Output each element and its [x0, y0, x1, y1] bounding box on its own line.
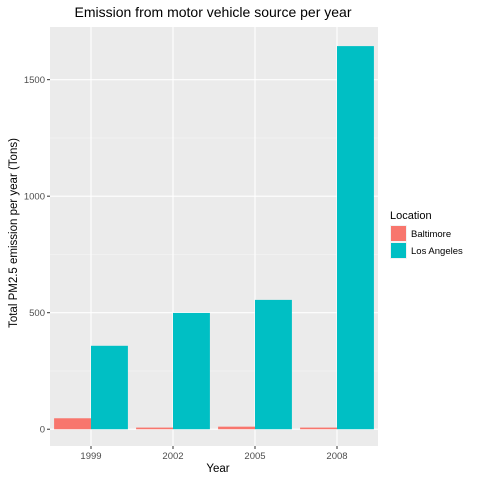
- bar-los-angeles-1999: [91, 345, 128, 430]
- y-tick-label: 500: [29, 308, 45, 319]
- x-tick-label: 2008: [326, 451, 347, 462]
- bars: [54, 46, 374, 430]
- bar-los-angeles-2002: [173, 312, 210, 430]
- bar-baltimore-2002: [136, 427, 173, 430]
- bar-los-angeles-2005: [255, 299, 292, 430]
- legend-label: Baltimore: [411, 229, 451, 240]
- x-tick-label: 2002: [162, 451, 183, 462]
- legend-label: Los Angeles: [411, 246, 463, 257]
- y-tick-label: 0: [40, 425, 45, 436]
- legend-title: Location: [390, 210, 432, 222]
- y-tick-label: 1500: [24, 75, 45, 86]
- bar-los-angeles-2008: [337, 46, 374, 430]
- legend-key-baltimore: [391, 226, 406, 241]
- bar-baltimore-2008: [300, 427, 337, 430]
- x-tick-label: 1999: [80, 451, 101, 462]
- bar-baltimore-2005: [218, 426, 255, 430]
- x-axis: 1999 2002 2005 2008: [80, 446, 348, 462]
- y-axis: 0 500 1000 1500: [24, 75, 50, 436]
- y-tick-label: 1000: [24, 192, 45, 203]
- chart-title: Emission from motor vehicle source per y…: [75, 4, 352, 20]
- bar-baltimore-1999: [54, 418, 91, 430]
- x-tick-label: 2005: [244, 451, 265, 462]
- y-axis-title: Total PM2.5 emission per year (Tons): [8, 138, 20, 328]
- legend: Location Baltimore Los Angeles: [390, 210, 463, 259]
- x-axis-title: Year: [206, 463, 229, 475]
- legend-key-los-angeles: [391, 243, 406, 258]
